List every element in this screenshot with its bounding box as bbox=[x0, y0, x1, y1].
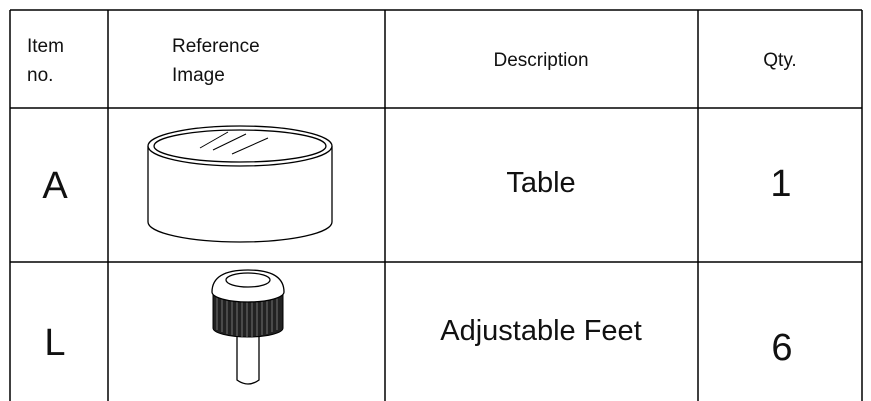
quantity: 6 bbox=[771, 327, 792, 369]
header-cell: Item bbox=[27, 36, 64, 57]
description: Table bbox=[506, 167, 575, 199]
description: Adjustable Feet bbox=[440, 315, 642, 347]
table-grid bbox=[9, 9, 863, 401]
header-cell: Reference bbox=[172, 36, 260, 57]
header-cell: Image bbox=[172, 65, 225, 86]
foot-illustration bbox=[211, 269, 285, 385]
item-letter: A bbox=[42, 165, 68, 207]
quantity: 1 bbox=[770, 163, 791, 205]
header-cell: no. bbox=[27, 65, 53, 86]
table-illustration bbox=[147, 125, 333, 243]
header-cell: Qty. bbox=[763, 50, 796, 71]
item-letter: L bbox=[44, 322, 65, 364]
header-cell: Description bbox=[493, 50, 588, 71]
